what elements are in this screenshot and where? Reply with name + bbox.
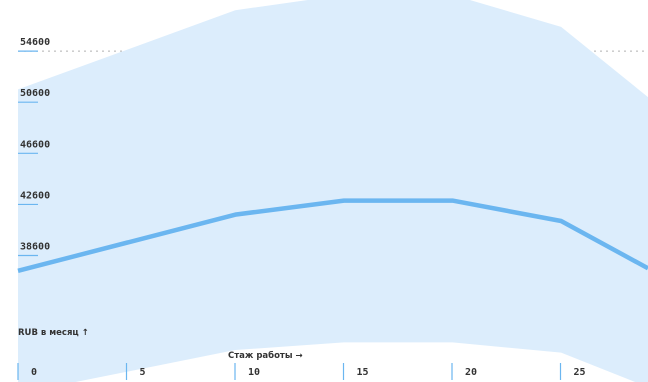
x-tick-label: 25 xyxy=(574,367,586,378)
x-tick-label: 0 xyxy=(31,367,37,378)
median-series-line xyxy=(17,198,648,274)
range-band xyxy=(18,0,648,382)
y-tick-label: 54600 xyxy=(20,37,50,48)
y-axis-title: RUB в месяц ↑ xyxy=(18,328,89,338)
x-tick-label: 15 xyxy=(357,367,369,378)
median-line xyxy=(17,198,648,274)
x-axis-title: Стаж работы → xyxy=(228,350,303,361)
y-tick-label: 50600 xyxy=(20,88,50,99)
y-tick-label: 38600 xyxy=(20,242,50,253)
y-tick-label: 42600 xyxy=(20,190,50,201)
y-tick-label: 46600 xyxy=(20,139,50,150)
x-tick-label: 20 xyxy=(465,367,477,378)
x-tick-label: 5 xyxy=(140,367,146,378)
x-tick-label: 10 xyxy=(248,367,260,378)
x-axis: 0 5 10 15 20 25 xyxy=(17,363,586,380)
y-axis: 38600 42600 46600 50600 54600 xyxy=(18,37,50,257)
band-area xyxy=(18,0,648,382)
